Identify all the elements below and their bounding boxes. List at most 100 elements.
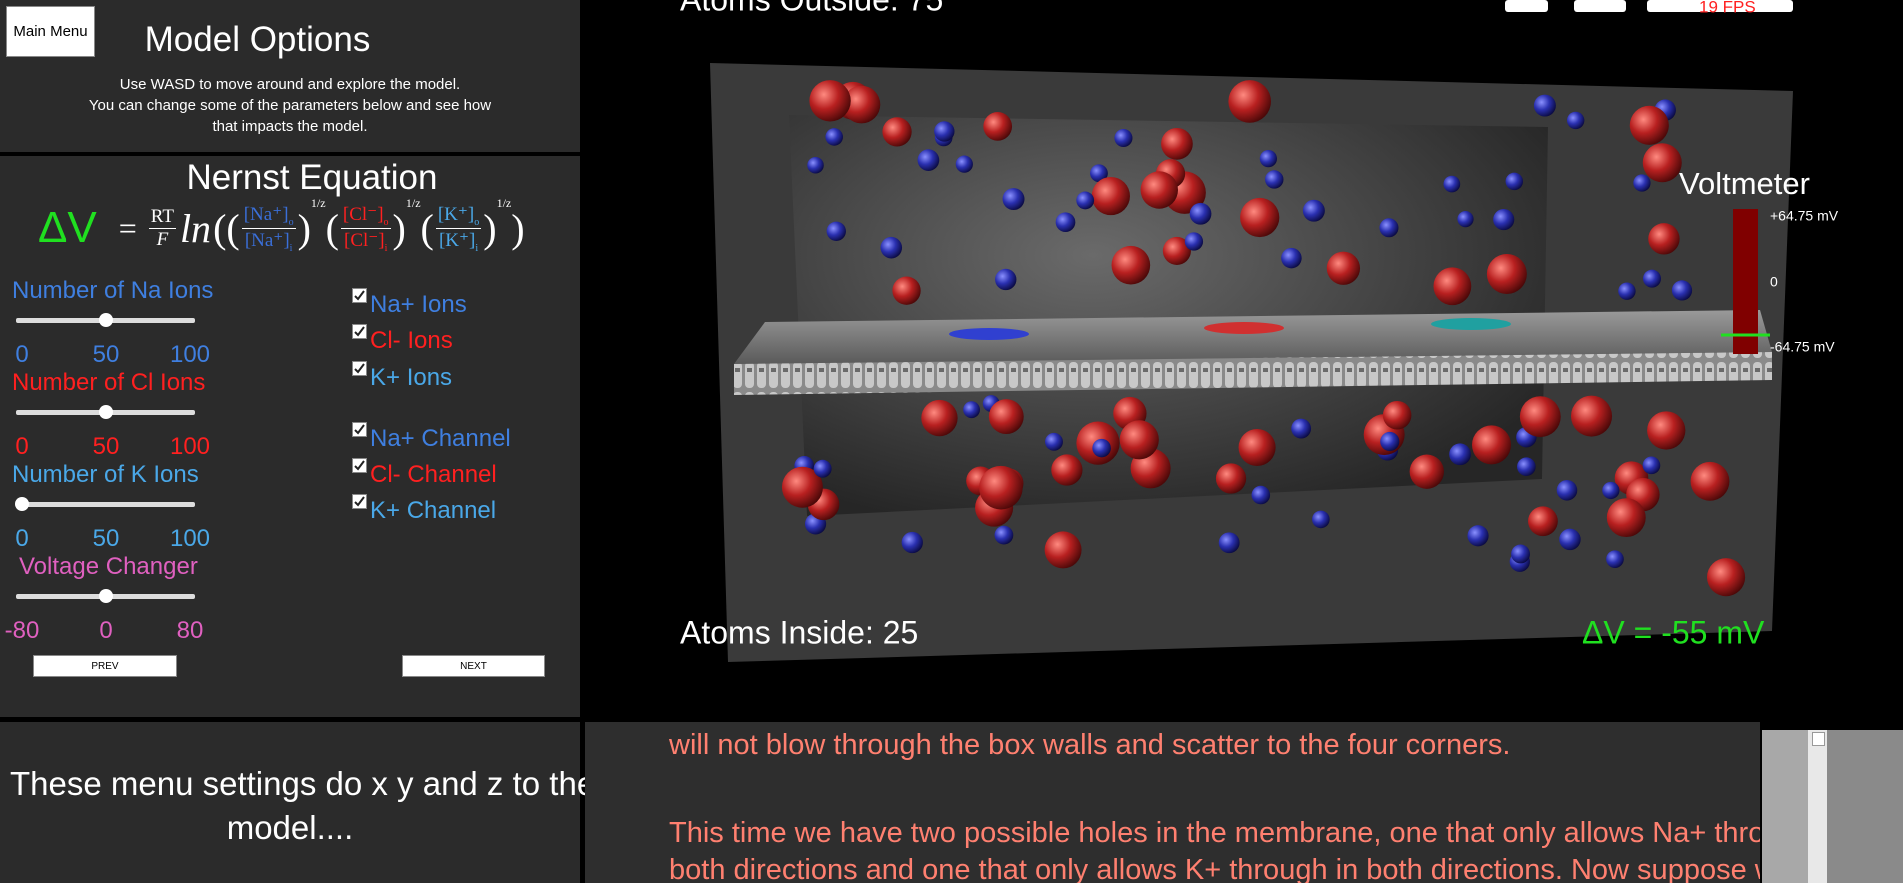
- na-ion: [813, 459, 832, 478]
- na-ion: [1090, 164, 1108, 183]
- cl-ion: [1707, 558, 1746, 597]
- check-mark: [354, 326, 365, 337]
- checkbox[interactable]: [352, 422, 367, 437]
- na-ion: [955, 155, 973, 173]
- cl-ion: [1647, 411, 1686, 450]
- checkbox[interactable]: [352, 458, 367, 473]
- ion-den: [K⁺]i: [439, 229, 478, 254]
- main-menu-button[interactable]: Main Menu: [6, 6, 95, 57]
- scrollbar[interactable]: [1808, 730, 1827, 883]
- slider-label: Number of Cl Ions: [12, 369, 206, 396]
- slider-thumb[interactable]: [99, 313, 113, 327]
- ion-den-sub: i: [384, 242, 388, 254]
- cl-ion: [1091, 176, 1130, 216]
- ion-fraction: [Na⁺]o [Na⁺]i: [241, 203, 296, 254]
- reset-button[interactable]: [1647, 0, 1793, 12]
- speed-dropdown[interactable]: [1574, 0, 1626, 12]
- slider-tick-label: 0: [15, 525, 29, 552]
- cl-ion: [1140, 171, 1178, 209]
- na-ion: [1218, 532, 1240, 554]
- atoms-inside: Atoms Inside: 25: [680, 614, 918, 650]
- exponent: 1/z: [310, 196, 326, 210]
- ion-num-text: [Cl⁻]: [342, 203, 384, 225]
- slider-tick-label: 50: [92, 525, 120, 552]
- next-button[interactable]: NEXT: [402, 655, 545, 677]
- ion-num: [K⁺]o: [435, 203, 482, 229]
- na-ion: [1281, 247, 1302, 269]
- cl-ion: [842, 85, 881, 124]
- checkbox-label: Na+ Channel: [370, 425, 511, 452]
- cl-ion: [1433, 267, 1472, 306]
- cl-ion: [1119, 420, 1159, 460]
- cl-ion: [809, 80, 851, 122]
- ion-num-sub: o: [474, 216, 480, 228]
- checkbox[interactable]: [352, 288, 367, 303]
- slider-thumb[interactable]: [15, 497, 29, 511]
- ion-den: [Na⁺]i: [245, 229, 293, 254]
- na-ion: [995, 268, 1017, 291]
- cl-ion: [1240, 197, 1280, 238]
- narrative-line: This time we have two possible holes in …: [669, 817, 1760, 849]
- na-ion: [1556, 480, 1578, 501]
- check-mark: [354, 363, 365, 374]
- cl-ion: [1409, 454, 1444, 489]
- voltmeter-bottom: -64.75 mV: [1770, 339, 1835, 355]
- ion-num-text: [Na⁺]: [243, 203, 289, 225]
- nernst-title: Nernst Equation: [186, 158, 438, 197]
- check-mark: [354, 290, 365, 301]
- slider-tick-label: 50: [92, 341, 120, 368]
- scroll-thumb[interactable]: [1812, 732, 1825, 746]
- ion-den-sub: i: [289, 242, 293, 254]
- fps: 19 FPS: [1699, 0, 1756, 16]
- na-ion: [1618, 282, 1636, 300]
- ion-num: [Cl⁻]o: [340, 203, 391, 229]
- checkbox[interactable]: [352, 324, 367, 339]
- paren: ): [511, 205, 525, 251]
- paren: (: [213, 205, 227, 251]
- na-ion: [1184, 232, 1204, 251]
- na-ion: [1633, 174, 1651, 192]
- paren: (: [325, 205, 339, 251]
- na-ion: [1312, 510, 1330, 529]
- check-mark: [354, 424, 365, 435]
- coef-den: F: [156, 228, 169, 250]
- cl-ion: [1215, 463, 1247, 494]
- cl-ion: [1044, 531, 1082, 569]
- ion-den-sub: i: [475, 242, 479, 254]
- description-line: Use WASD to move around and explore the …: [119, 76, 461, 93]
- checkbox[interactable]: [352, 494, 367, 509]
- na-ion: [1602, 481, 1620, 500]
- delta-v: ΔV = -55 mV: [1582, 614, 1765, 650]
- ion-den-text: [Cl⁻]: [344, 229, 385, 251]
- na-ion: [1457, 211, 1474, 228]
- slider-track[interactable]: [16, 502, 195, 507]
- cl-ion: [1571, 395, 1613, 437]
- na-ion: [807, 157, 824, 174]
- na-ion: [994, 525, 1014, 545]
- narrative-line: will not blow through the box walls and …: [669, 729, 1511, 761]
- slider-label: Number of Na Ions: [12, 277, 214, 304]
- k-channel: [1431, 318, 1511, 330]
- cl-ion: [979, 465, 1023, 510]
- slider-thumb[interactable]: [99, 405, 113, 419]
- na-ion: [1259, 150, 1278, 168]
- na-ion: [1505, 172, 1524, 191]
- controls-panel: [0, 156, 580, 717]
- formula-equals: =: [118, 209, 137, 246]
- side-area: [1762, 730, 1808, 883]
- slider-label: Number of K Ions: [12, 461, 199, 488]
- na-ion: [1291, 418, 1312, 439]
- cl-ion: [1161, 127, 1193, 160]
- settings-button[interactable]: [1505, 0, 1548, 12]
- voltmeter-mid: 0: [1770, 274, 1778, 290]
- exponent: 1/z: [496, 196, 512, 210]
- checkbox[interactable]: [352, 361, 367, 376]
- prev-button[interactable]: PREV: [33, 655, 177, 677]
- slider-thumb[interactable]: [99, 589, 113, 603]
- voltmeter-top: +64.75 mV: [1770, 208, 1839, 224]
- na-ion: [1045, 432, 1063, 451]
- slider-tick-label: 50: [92, 433, 120, 460]
- na-ion: [1076, 191, 1095, 210]
- cl-ion: [781, 466, 823, 508]
- narrative-line: both directions and one that only allows…: [669, 854, 1760, 883]
